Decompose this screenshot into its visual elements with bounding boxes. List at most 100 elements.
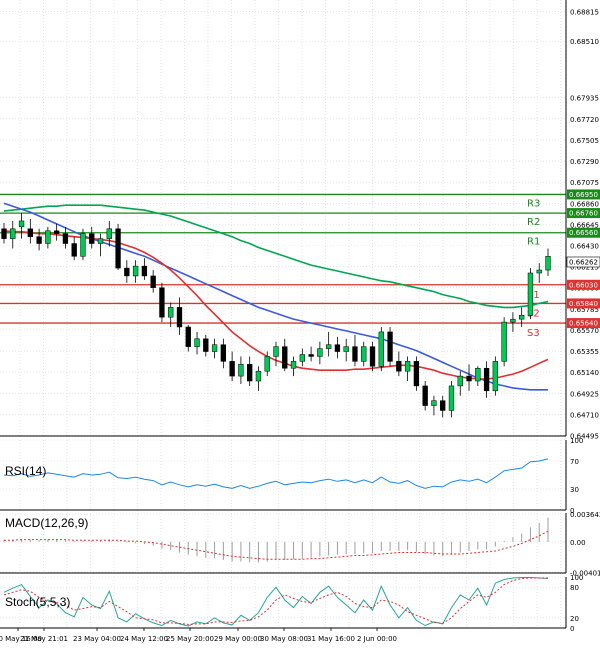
x-tick-label: 29 May 00:00 <box>214 635 262 643</box>
candle-body <box>527 272 534 316</box>
x-tick-label: 23 May 04:00 <box>73 635 121 643</box>
level-tag-text: 0.66950 <box>569 191 598 199</box>
level-tag-s2 <box>567 298 600 309</box>
candle-body <box>466 375 472 382</box>
price-tick-label: 0.64495 <box>570 433 599 441</box>
candle-body <box>413 361 420 387</box>
level-tag-s3 <box>567 318 600 329</box>
rsi-line <box>3 458 549 489</box>
candle-body <box>510 318 516 323</box>
candle-body <box>361 346 367 362</box>
candle-body <box>308 354 314 357</box>
candle-body <box>545 256 551 271</box>
candle-body <box>36 236 42 244</box>
candle-body <box>396 361 402 372</box>
macd-tick-label: -0.004014 <box>570 569 600 577</box>
stoch-tick-label: 0 <box>570 625 574 633</box>
x-tick-label: 21 May 21:01 <box>20 635 68 643</box>
candle-body <box>62 233 69 244</box>
candle-body <box>203 338 209 352</box>
stoch-d-line <box>3 577 548 625</box>
candle-body <box>71 243 77 257</box>
level-tag-text: 0.65840 <box>569 300 598 308</box>
candle-body <box>247 364 253 382</box>
candle-body <box>229 361 235 377</box>
rsi-pane: 100 70 30 0 <box>0 437 583 515</box>
candle-body <box>369 346 376 367</box>
x-tick-label: 31 May 16:00 <box>307 635 355 643</box>
level-name-r3: R3 <box>527 198 540 209</box>
candle-body <box>325 344 332 349</box>
macd-tick-label: 0.00 <box>570 539 586 547</box>
candle-body <box>273 346 279 357</box>
moving-average-1 <box>3 204 549 309</box>
price-tick-label: 0.66430 <box>570 242 599 250</box>
level-tag-text: 0.66030 <box>569 281 598 289</box>
rsi-label: RSI(14) <box>5 464 47 478</box>
stoch-tick-label: 100 <box>570 574 583 582</box>
price-tick-label: 0.65570 <box>570 327 599 335</box>
price-tick-label: 0.65785 <box>570 306 599 314</box>
candle-body <box>176 307 183 328</box>
stoch-label: Stoch(5,5,3) <box>5 595 71 609</box>
candle-body <box>27 228 33 237</box>
current-price-tag <box>566 256 600 268</box>
price-tick-label: 0.66860 <box>570 200 599 208</box>
candle-body <box>343 346 349 352</box>
candle-body <box>404 361 411 372</box>
candle-body <box>194 338 200 347</box>
stoch-k-line <box>3 577 549 627</box>
candle-body <box>264 356 270 372</box>
price-tick-label: 0.64925 <box>570 390 599 398</box>
candle-body <box>10 228 16 239</box>
price-pane: R3 R2 R1 S1 S2 S3 0.68815 0.68510 0.67935 0.67720… <box>0 0 600 441</box>
candle-body <box>457 375 463 387</box>
stoch-pane: 100 80 20 0 <box>0 574 583 633</box>
candle-body <box>475 367 481 382</box>
candle-body <box>483 367 490 392</box>
candle-body <box>124 267 130 277</box>
candle-body <box>299 354 305 362</box>
candle-body <box>220 344 227 362</box>
candle-body <box>168 307 174 318</box>
candle-body <box>440 400 446 411</box>
level-tag-text: 0.66560 <box>569 229 598 237</box>
x-tick-label: 2 Jun 00:00 <box>357 635 397 643</box>
stoch-tick-label: 80 <box>570 584 579 592</box>
candle-body <box>159 287 165 318</box>
level-name-r1: R1 <box>527 237 540 248</box>
level-tag-text: 0.65640 <box>569 320 598 328</box>
candle-body <box>282 346 288 369</box>
candle-body <box>352 346 358 362</box>
candle-body <box>53 230 60 234</box>
candle-body <box>334 344 341 352</box>
x-tick-label: 20 May 16:00 <box>0 635 42 643</box>
price-tick-label: 0.68510 <box>570 38 599 46</box>
x-tick-label: 25 May 20:00 <box>166 635 214 643</box>
candle-body <box>290 361 297 369</box>
candle-body <box>141 265 148 277</box>
candle-body <box>387 331 393 362</box>
candle-body <box>255 370 262 382</box>
x-tick-label: 30 May 08:00 <box>260 635 308 643</box>
price-tick-label: 0.66645 <box>570 221 599 229</box>
level-tag-r1 <box>567 227 600 238</box>
x-tick-label: 24 May 12:00 <box>120 635 168 643</box>
rsi-tick-label: 30 <box>570 486 579 494</box>
macd-signal-line <box>4 530 549 560</box>
rsi-tick-label: 100 <box>570 437 583 445</box>
candle-body <box>97 238 104 244</box>
candle-body <box>422 385 428 406</box>
candle-body <box>106 228 112 239</box>
current-price-text: 0.66262 <box>569 258 598 266</box>
price-tick-label: 0.66215 <box>570 264 599 272</box>
candle-body <box>80 233 86 257</box>
candle-body <box>115 228 121 269</box>
price-tick-label: 0.68815 <box>570 8 599 16</box>
candle-body <box>89 233 95 244</box>
candle-body <box>431 400 437 406</box>
candle-body <box>238 364 244 377</box>
candle-body <box>211 344 218 352</box>
